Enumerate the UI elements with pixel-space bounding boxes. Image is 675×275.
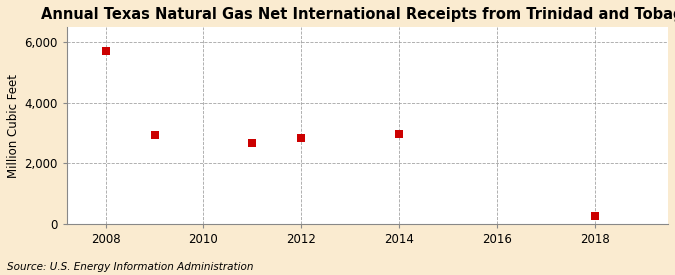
Point — [394, 131, 404, 136]
Point — [296, 136, 306, 140]
Point — [589, 213, 600, 218]
Point — [101, 48, 111, 53]
Point — [247, 141, 258, 145]
Title: Annual Texas Natural Gas Net International Receipts from Trinidad and Tobago: Annual Texas Natural Gas Net Internation… — [41, 7, 675, 22]
Point — [149, 133, 160, 137]
Y-axis label: Million Cubic Feet: Million Cubic Feet — [7, 74, 20, 178]
Text: Source: U.S. Energy Information Administration: Source: U.S. Energy Information Administ… — [7, 262, 253, 272]
